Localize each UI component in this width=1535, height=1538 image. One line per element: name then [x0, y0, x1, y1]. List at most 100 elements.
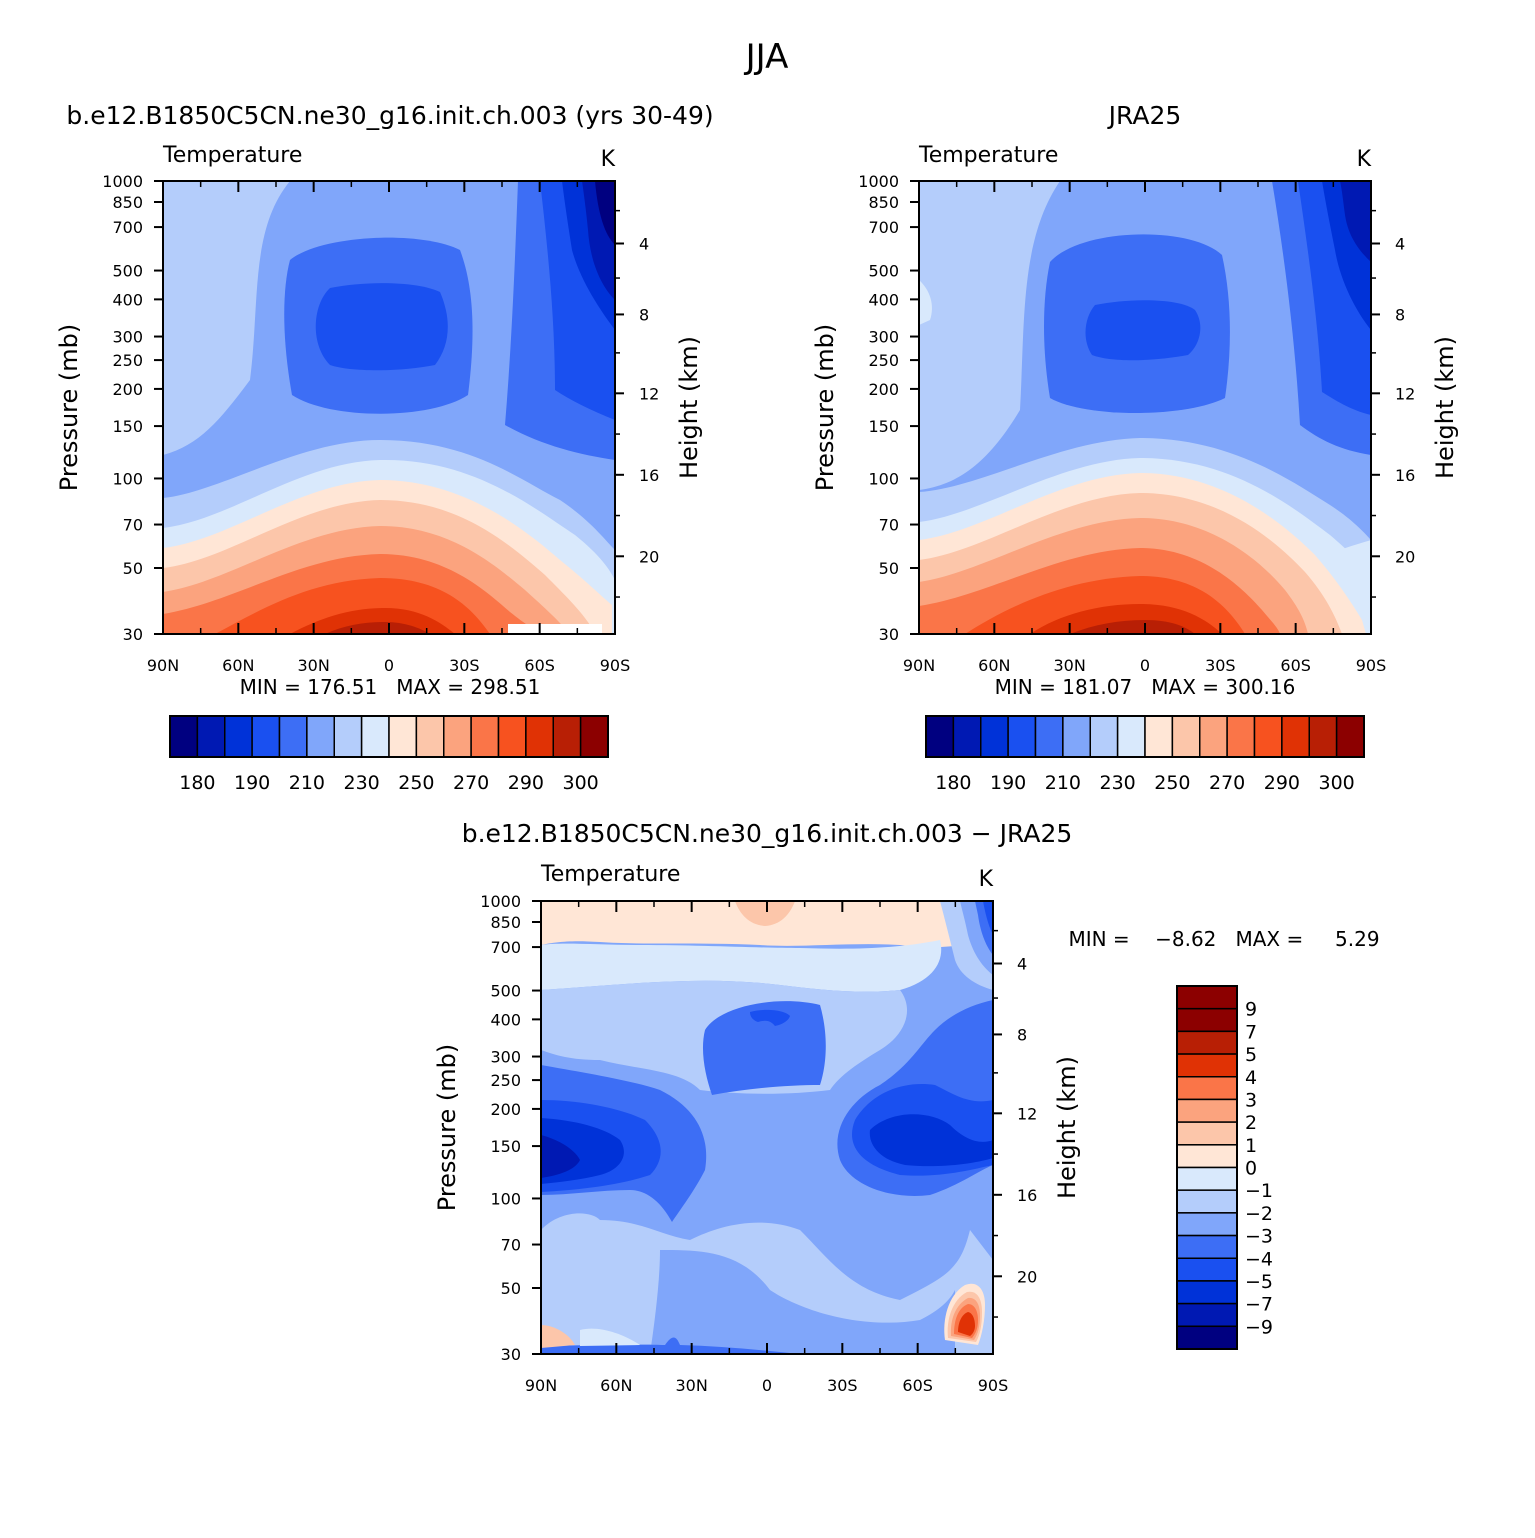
y2-axis-title: Height (km): [1431, 336, 1459, 479]
y2-tick-label: 16: [1017, 1186, 1037, 1205]
colorbar-obs: 180 190 210 230 250 270 290 300: [925, 715, 1365, 794]
colorbar-label: 180: [935, 772, 971, 794]
colorbar-label: 5: [1245, 1044, 1257, 1066]
y2-axis-title: Height (km): [1053, 1056, 1081, 1199]
left-label: Temperature: [540, 862, 680, 887]
y-tick-label: 30: [123, 625, 143, 644]
y-tick-label: 100: [112, 469, 143, 488]
colorbar-swatch: [1176, 1076, 1238, 1101]
y-tick-label: 250: [868, 351, 899, 370]
units-label: K: [1357, 147, 1372, 172]
colorbar-swatch: [1176, 1234, 1238, 1259]
x-tick-label: 60N: [600, 1376, 632, 1395]
y-tick-label: 850: [112, 193, 143, 212]
colorbar-swatch: [1176, 1166, 1238, 1191]
colorbar-label: 210: [1045, 772, 1081, 794]
x-tick-label: 30S: [449, 656, 480, 675]
x-tick-label: 90S: [600, 656, 631, 675]
y-axis-title: Pressure (mb): [433, 1044, 461, 1211]
y-tick-label: 300: [490, 1048, 521, 1067]
x-tick-label: 0: [762, 1376, 772, 1395]
x-tick-label: 30N: [298, 656, 330, 675]
x-tick-label: 30N: [676, 1376, 708, 1395]
x-tick-label: 90S: [1356, 656, 1387, 675]
colorbar-label: 230: [343, 772, 379, 794]
colorbar-swatch: [251, 715, 281, 758]
x-tick-label: 60S: [902, 1376, 933, 1395]
colorbar-label: 270: [1209, 772, 1245, 794]
y-tick-label: 70: [123, 516, 143, 535]
colorbar-swatch: [1176, 985, 1238, 1010]
y-axis-title: Pressure (mb): [811, 324, 839, 491]
colorbar-swatch: [360, 715, 390, 758]
contour-band-200: [315, 283, 448, 371]
colorbar-label: 300: [1318, 772, 1354, 794]
x-tick-label: 30S: [827, 1376, 858, 1395]
contour-band-minus3-eq: [702, 1001, 826, 1095]
y-tick-label: 250: [112, 351, 143, 370]
y-tick-label: 70: [879, 516, 899, 535]
y-tick-label: 700: [490, 938, 521, 957]
colorbar-swatch: [980, 715, 1009, 758]
y2-tick-label: 8: [1395, 305, 1405, 324]
contour-field: [919, 181, 1371, 634]
y-tick-label: 300: [868, 328, 899, 347]
x-tick-label: 60S: [524, 656, 555, 675]
colorbar-swatch: [1176, 1257, 1238, 1282]
stats-obs: MIN = 181.07 MAX = 300.16: [995, 675, 1296, 699]
panel-title: b.e12.B1850C5CN.ne30_g16.init.ch.003 − J…: [462, 819, 1073, 848]
colorbar-swatch: [1308, 715, 1338, 758]
stats-diff: MIN = −8.62 MAX = 5.29: [1068, 927, 1379, 951]
colorbar-label: 190: [990, 772, 1026, 794]
colorbar-swatch: [470, 715, 500, 758]
y2-tick-label: 12: [1395, 384, 1415, 403]
y-tick-label: 200: [112, 380, 143, 399]
colorbar-swatch: [1176, 1098, 1238, 1123]
x-tick-label: 60N: [222, 656, 254, 675]
contour-band-plus2-eq: [735, 901, 795, 926]
y-tick-label: 150: [868, 417, 899, 436]
y-tick-label: 300: [112, 328, 143, 347]
y2-tick-label: 20: [639, 547, 659, 566]
colorbar-swatch: [1335, 715, 1365, 758]
colorbar-swatch: [1176, 1280, 1238, 1305]
colorbar-swatch: [552, 715, 582, 758]
y-tick-label: 850: [868, 193, 899, 212]
y-tick-label: 150: [490, 1137, 521, 1156]
colorbar-label: −9: [1245, 1316, 1273, 1338]
colorbar-swatch: [333, 715, 363, 758]
colorbar-label: −4: [1245, 1248, 1273, 1270]
colorbar-label: 300: [562, 772, 598, 794]
colorbar-swatch: [952, 715, 982, 758]
contour-field: [541, 901, 993, 1354]
colorbar-swatch: [1281, 715, 1310, 758]
y2-axis-title: Height (km): [675, 336, 703, 479]
units-label: K: [601, 147, 616, 172]
colorbar-label: 180: [179, 772, 215, 794]
colorbar-label: 2: [1245, 1112, 1257, 1134]
x-tick-label: 90S: [978, 1376, 1009, 1395]
colorbar-swatch: [224, 715, 253, 758]
y2-tick-label: 20: [1395, 547, 1415, 566]
colorbar-swatch: [1199, 715, 1228, 758]
y-tick-label: 850: [490, 913, 521, 932]
contour-band-230: [919, 181, 1060, 490]
contour-band-230: [163, 181, 290, 455]
contour-band-0: [541, 940, 942, 992]
y-tick-label: 30: [879, 625, 899, 644]
contour-band-south-180: [595, 181, 615, 245]
contour-band-minus5-s: [869, 1114, 993, 1167]
y-tick-label: 50: [501, 1279, 521, 1298]
x-tick-label: 60N: [978, 656, 1010, 675]
contour-band-240-n: [919, 280, 932, 325]
contour-band-minus1-low: [541, 1213, 993, 1354]
colorbar-swatch: [1062, 715, 1091, 758]
y2-tick-label: 4: [1395, 235, 1405, 254]
left-label: Temperature: [162, 143, 302, 168]
colorbar-label: −5: [1245, 1271, 1273, 1293]
colorbar-swatch: [1176, 1325, 1238, 1350]
colorbar-swatch: [925, 715, 955, 758]
panel-title: JRA25: [1107, 101, 1182, 130]
figure-title: JJA: [744, 37, 789, 77]
contour-band-warm-n: [541, 1325, 575, 1348]
